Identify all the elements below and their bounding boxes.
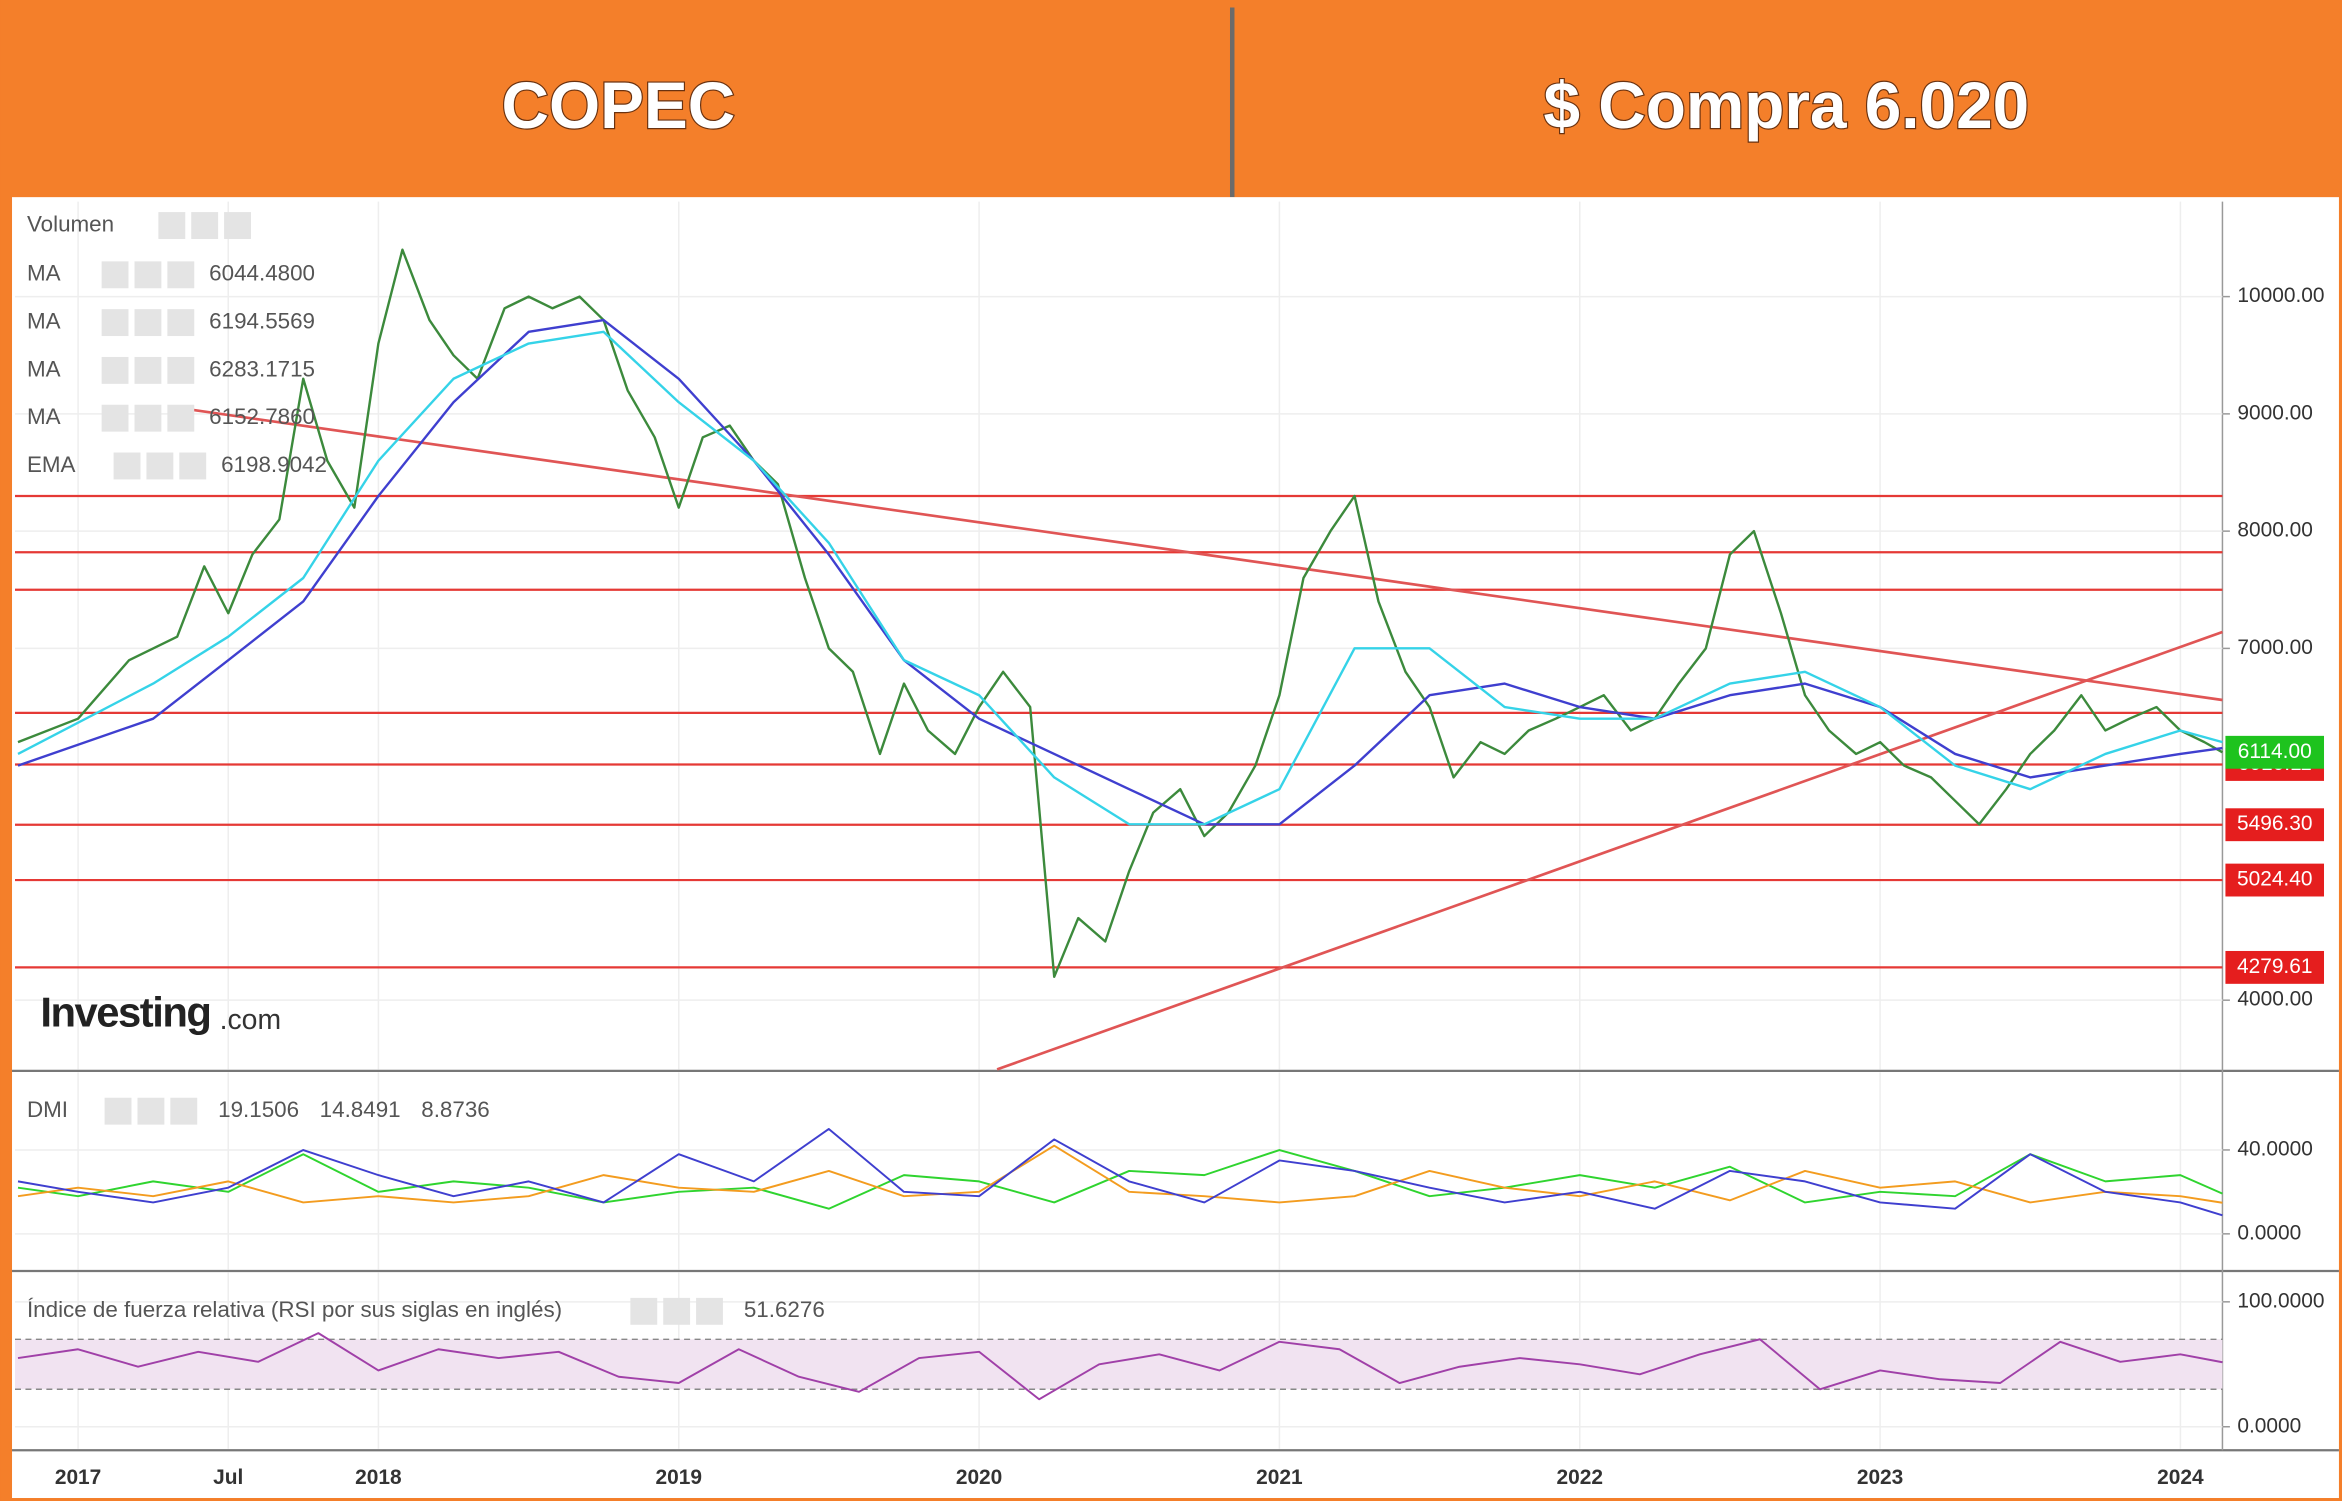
legend-value: 51.6276	[744, 1297, 825, 1322]
legend-value: 6198.9042	[221, 452, 327, 477]
last-price-label: 6114.00	[2238, 740, 2312, 763]
legend-icon	[630, 1297, 658, 1325]
legend-icon	[134, 261, 162, 289]
level-label: 4279.61	[2237, 955, 2313, 978]
legend-icon	[134, 356, 162, 384]
y-tick-label: 4000.00	[2237, 988, 2313, 1011]
rsi-band	[15, 1339, 2223, 1390]
y-tick-label: 10000.00	[2237, 284, 2324, 307]
legend-label: MA	[27, 309, 61, 334]
series-line	[17, 1127, 2223, 1217]
level-label: 5024.40	[2237, 868, 2313, 891]
legend-icon	[167, 404, 195, 432]
legend-value: 19.1506	[218, 1097, 299, 1122]
header-price: $ Compra 6.020	[1543, 69, 2029, 142]
x-tick-label: 2019	[655, 1466, 701, 1489]
legend-value: 14.8491	[320, 1097, 401, 1122]
watermark: .com	[220, 1004, 281, 1036]
legend-icon	[101, 404, 129, 432]
last-price-box	[2225, 735, 2325, 769]
legend-label: EMA	[27, 452, 76, 477]
legend-icon	[170, 1097, 198, 1125]
level-label-box	[2225, 863, 2325, 897]
trendline	[170, 405, 2223, 702]
legend-icon	[104, 1097, 132, 1125]
legend-icon	[191, 212, 219, 239]
header-ticker: COPEC	[502, 69, 736, 142]
legend-icon	[167, 261, 195, 289]
y-tick-label: 9000.00	[2237, 401, 2313, 424]
x-tick-label: 2017	[55, 1466, 101, 1489]
x-tick-label: 2020	[956, 1466, 1002, 1489]
trendline	[996, 630, 2223, 1071]
series-line	[17, 248, 2224, 978]
x-tick-label: 2018	[355, 1466, 401, 1489]
legend-icon	[101, 356, 129, 384]
x-tick-label: 2021	[1256, 1466, 1303, 1489]
legend-icon	[224, 212, 251, 239]
legend-value: 6152.7860	[209, 404, 315, 429]
series-line	[17, 1332, 2223, 1401]
legend-icon	[158, 212, 186, 239]
series-line	[17, 1149, 2223, 1210]
series-line	[17, 1144, 2223, 1204]
y-tick-label: 0.0000	[2237, 1414, 2301, 1437]
legend-icon	[146, 452, 174, 480]
legend-icon	[113, 452, 141, 480]
x-tick-label: 2023	[1857, 1466, 1903, 1489]
series-line	[17, 330, 2223, 826]
legend-value: 6194.5569	[209, 309, 315, 334]
legend-icon	[696, 1297, 723, 1325]
legend-label: MA	[27, 356, 61, 381]
level-label-box	[2225, 950, 2325, 984]
legend-icon	[663, 1297, 691, 1325]
legend-icon	[101, 261, 129, 289]
y-tick-label: 100.0000	[2237, 1289, 2324, 1312]
panel-title: DMI	[27, 1097, 68, 1122]
y-tick-label: 7000.00	[2237, 636, 2313, 659]
legend-icon	[167, 309, 195, 337]
panel-title: Índice de fuerza relativa (RSI por sus s…	[27, 1297, 562, 1322]
legend-value: 6044.4800	[209, 261, 315, 286]
level-label-box	[2225, 808, 2325, 842]
legend-icon	[134, 309, 162, 337]
y-tick-label: 0.0000	[2237, 1221, 2301, 1244]
series-line	[17, 318, 2223, 826]
x-tick-label: Jul	[213, 1466, 243, 1489]
legend-icon	[179, 452, 207, 480]
legend-icon	[134, 404, 162, 432]
watermark: Investing	[40, 989, 210, 1036]
level-label: 5496.30	[2237, 812, 2313, 835]
legend-icon	[167, 356, 195, 384]
legend-value: 8.8736	[421, 1097, 489, 1122]
legend-label: MA	[27, 261, 61, 286]
legend-icon	[137, 1097, 165, 1125]
x-tick-label: 2024	[2157, 1466, 2204, 1489]
legend-label: MA	[27, 404, 61, 429]
y-tick-label: 8000.00	[2237, 519, 2313, 542]
y-tick-label: 40.0000	[2237, 1137, 2313, 1160]
legend-icon	[101, 309, 129, 337]
x-tick-label: 2022	[1556, 1466, 1602, 1489]
legend-label: Volumen	[27, 211, 114, 236]
legend-value: 6283.1715	[209, 356, 315, 381]
